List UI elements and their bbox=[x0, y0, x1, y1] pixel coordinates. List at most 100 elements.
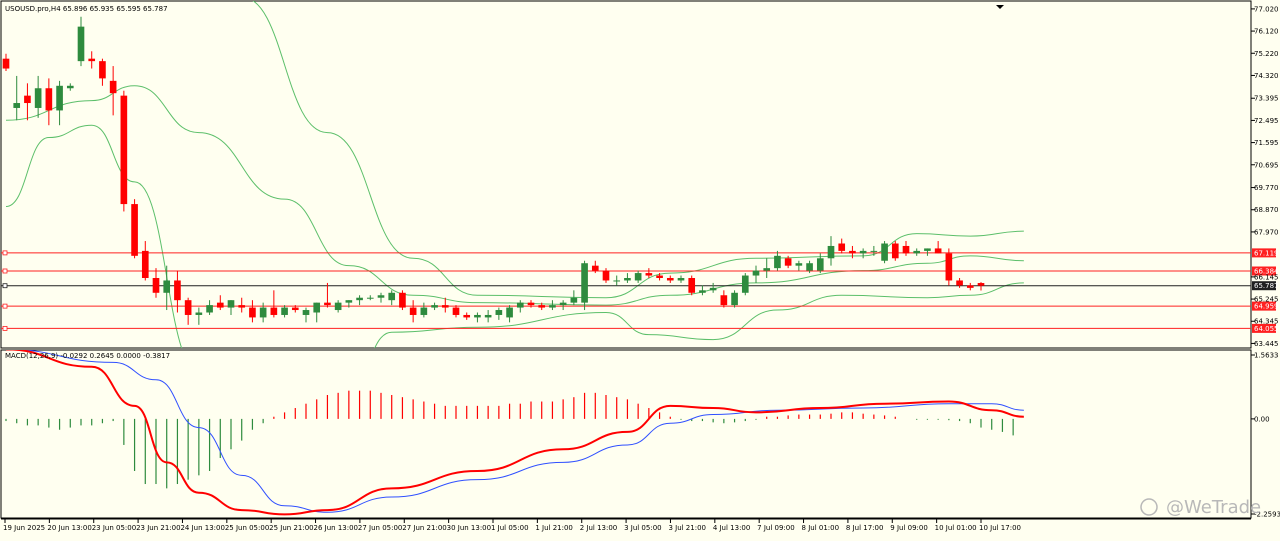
time-axis-label: 10 Jul 17:00 bbox=[979, 524, 1021, 532]
candle bbox=[420, 302, 428, 318]
time-axis-label: 10 Jul 01:00 bbox=[935, 524, 977, 532]
main-window-header: USOUSD.pro,H4 65.896 65.935 65.595 65.78… bbox=[5, 5, 168, 13]
candle bbox=[806, 260, 813, 274]
candle bbox=[602, 268, 610, 283]
candle bbox=[666, 275, 674, 283]
candlestick-series bbox=[2, 16, 985, 325]
candle bbox=[334, 300, 342, 313]
candle bbox=[763, 258, 771, 278]
level-anchor-handle[interactable] bbox=[2, 303, 8, 309]
price-scale-label: 72.495 bbox=[1254, 117, 1279, 125]
time-axis-label: 30 Jun 13:00 bbox=[447, 524, 491, 532]
candle bbox=[795, 260, 803, 271]
time-axis-label: 9 Jul 09:00 bbox=[890, 524, 928, 532]
candle bbox=[709, 282, 717, 293]
candle bbox=[270, 290, 278, 318]
price-scale-label: 67.970 bbox=[1254, 228, 1279, 236]
candle bbox=[902, 241, 910, 256]
macd-scale-label: -2.2593 bbox=[1254, 511, 1280, 519]
price-scale-label: 76.120 bbox=[1254, 28, 1279, 36]
candle bbox=[281, 305, 288, 318]
candle bbox=[527, 300, 535, 308]
price-scale: 77.020 76.120 75.220 74.320 73.395 72.495 71.5… bbox=[1251, 5, 1279, 348]
time-axis-label: 8 Jul 17:00 bbox=[846, 524, 884, 532]
candle bbox=[966, 282, 974, 291]
watermark-text: @WeTrade bbox=[1166, 497, 1261, 518]
time-axis-label: 25 Jun 21:00 bbox=[269, 524, 313, 532]
level-anchor-handle[interactable] bbox=[2, 250, 8, 256]
price-scale-label: 65.245 bbox=[1254, 296, 1279, 304]
candle bbox=[656, 273, 663, 281]
candle bbox=[816, 253, 824, 274]
candle bbox=[591, 260, 599, 274]
price-scale-label: 77.020 bbox=[1254, 5, 1279, 13]
main-plot-frame bbox=[0, 0, 1252, 349]
candle bbox=[88, 51, 96, 69]
price-scale-label: 63.445 bbox=[1254, 340, 1279, 348]
candle bbox=[77, 16, 85, 67]
macd-scale-label: 1.5633 bbox=[1254, 352, 1279, 360]
level-price-tag bbox=[1252, 281, 1276, 291]
candle bbox=[152, 268, 160, 298]
candle bbox=[302, 307, 310, 323]
time-axis: 19 Jun 2025 20 Jun 13:00 23 Jun 05:00 23 Ju… bbox=[3, 519, 1021, 532]
price-scale-label: 75.220 bbox=[1254, 50, 1279, 58]
candle bbox=[366, 295, 374, 301]
time-axis-label: 2 Jul 13:00 bbox=[580, 524, 618, 532]
time-axis-label: 23 Jun 05:00 bbox=[92, 524, 136, 532]
candle bbox=[99, 58, 106, 86]
time-axis-label: 1 Jul 05:00 bbox=[491, 524, 529, 532]
level-anchor-handle[interactable] bbox=[2, 325, 8, 331]
level-price-tag bbox=[1252, 266, 1276, 276]
candle bbox=[784, 255, 792, 269]
level-price-tag bbox=[1252, 248, 1276, 258]
candle bbox=[452, 305, 460, 318]
time-axis-label: 27 Jun 21:00 bbox=[402, 524, 446, 532]
candle bbox=[731, 290, 738, 308]
level-price-label: 67.119 bbox=[1254, 249, 1279, 257]
time-axis-label: 27 Jun 05:00 bbox=[358, 524, 402, 532]
candle bbox=[699, 285, 706, 296]
price-scale-label: 64.345 bbox=[1254, 318, 1279, 326]
macd-scale-label: 0.00 bbox=[1254, 415, 1270, 423]
price-scale-label: 69.770 bbox=[1254, 184, 1279, 192]
time-axis-label: 3 Jul 21:00 bbox=[668, 524, 706, 532]
candle bbox=[34, 75, 42, 118]
bollinger-bands bbox=[5, 1, 1024, 348]
level-anchor-handle[interactable] bbox=[2, 283, 8, 289]
candle bbox=[484, 310, 492, 323]
price-scale-label: 68.870 bbox=[1254, 206, 1279, 214]
candle bbox=[13, 75, 21, 121]
watermark: @WeTrade bbox=[1140, 497, 1261, 518]
level-anchor-handle[interactable] bbox=[2, 268, 8, 274]
chart-shift-marker-icon[interactable] bbox=[996, 5, 1004, 9]
candle bbox=[977, 282, 985, 291]
candle bbox=[24, 83, 31, 121]
candle bbox=[752, 265, 760, 283]
candle bbox=[66, 83, 74, 91]
price-scale-label: 66.145 bbox=[1254, 273, 1279, 281]
candle bbox=[56, 80, 63, 126]
candle bbox=[827, 236, 835, 266]
candle bbox=[624, 273, 631, 283]
candle bbox=[259, 302, 267, 323]
candle bbox=[409, 300, 417, 323]
candle bbox=[945, 248, 953, 286]
price-scale-label: 71.595 bbox=[1254, 139, 1279, 147]
price-scale-label: 74.320 bbox=[1254, 72, 1279, 80]
horizontal-levels[interactable]: 67.119 66.384 65.787 64.959 64.055 bbox=[1, 248, 1279, 333]
candle bbox=[45, 78, 53, 126]
candle bbox=[313, 302, 321, 323]
candle bbox=[645, 268, 653, 278]
candle bbox=[206, 300, 213, 315]
candle bbox=[495, 307, 503, 320]
level-price-label: 65.787 bbox=[1254, 282, 1279, 290]
candle bbox=[913, 248, 921, 256]
wetrade-logo-icon bbox=[1140, 498, 1158, 516]
candle bbox=[216, 295, 224, 311]
candle bbox=[934, 241, 942, 254]
time-axis-label: 24 Jun 13:00 bbox=[180, 524, 224, 532]
candle bbox=[859, 248, 867, 259]
